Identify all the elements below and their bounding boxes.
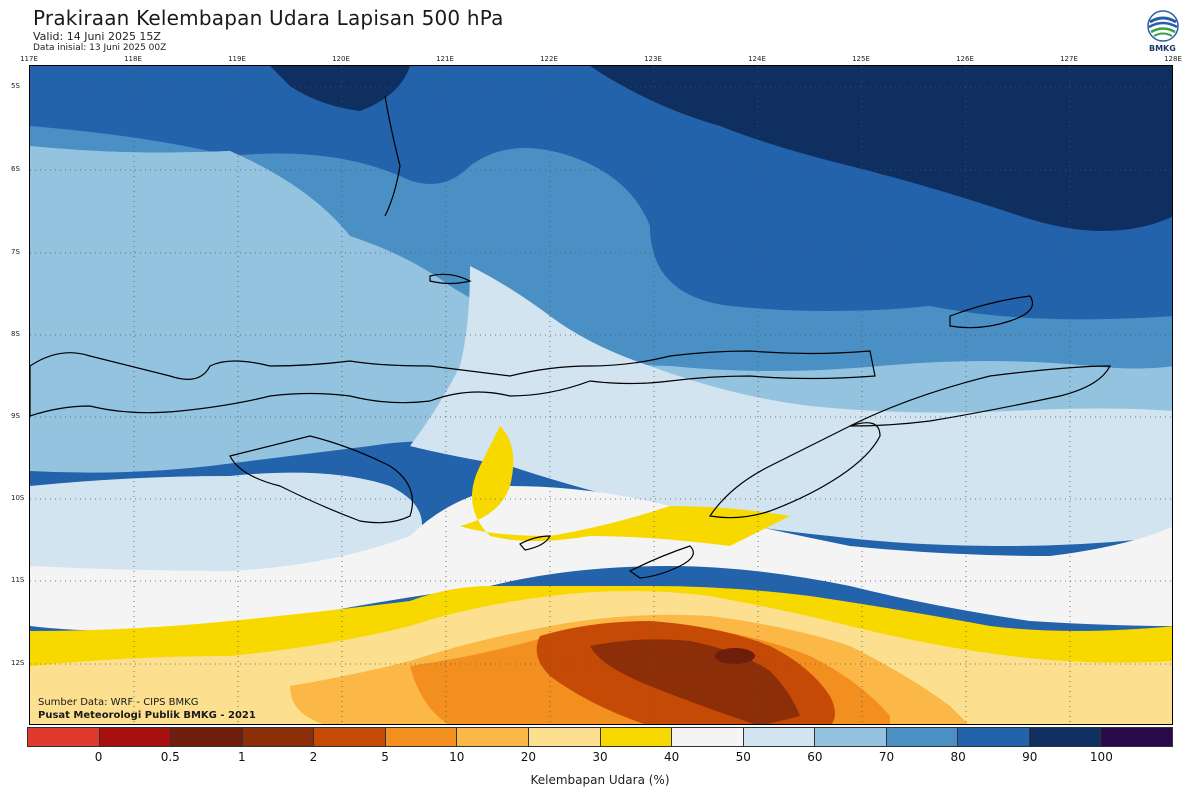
colorbar-segment bbox=[672, 728, 744, 746]
band-pale-blue-w bbox=[30, 472, 422, 574]
coast-australia-reef bbox=[849, 365, 1111, 427]
colorbar-tick: 1 bbox=[238, 750, 246, 764]
band-pale-blue bbox=[410, 266, 1172, 546]
spot-yellow-n bbox=[460, 426, 790, 546]
colorbar-tick: 10 bbox=[449, 750, 465, 764]
colorbar-segment bbox=[28, 728, 100, 746]
lon-label: 119E bbox=[228, 55, 246, 63]
colorbar-segment bbox=[171, 728, 243, 746]
colorbar-segment bbox=[886, 728, 959, 746]
band-light-blue-nw bbox=[30, 146, 266, 238]
coastlines bbox=[30, 95, 1111, 579]
lon-label: 127E bbox=[1060, 55, 1078, 63]
coast-rote bbox=[628, 545, 694, 579]
colorbar-tick: 60 bbox=[807, 750, 823, 764]
lon-label: 121E bbox=[436, 55, 454, 63]
lat-label: 12S bbox=[11, 659, 25, 667]
lon-label: 122E bbox=[540, 55, 558, 63]
lon-label: 120E bbox=[332, 55, 350, 63]
band-navy-n bbox=[270, 66, 410, 111]
colorbar-label: Kelembapan Udara (%) bbox=[530, 773, 670, 787]
data-source: Sumber Data: WRF - CIPS BMKG bbox=[38, 697, 199, 708]
coast-wetar bbox=[949, 295, 1034, 329]
coast-sunda-islands bbox=[30, 350, 876, 417]
init-time: Data inisial: 13 Juni 2025 00Z bbox=[33, 43, 167, 53]
colorbar-segment bbox=[528, 728, 601, 746]
coast-sulawesi bbox=[384, 95, 401, 217]
coast-sumba bbox=[229, 435, 414, 524]
colorbar-segment bbox=[1101, 728, 1172, 746]
lon-label: 118E bbox=[124, 55, 142, 63]
lon-label: 124E bbox=[748, 55, 766, 63]
colorbar-tick: 90 bbox=[1022, 750, 1038, 764]
colorbar-tick: 2 bbox=[309, 750, 318, 764]
colorbar-tick: 40 bbox=[663, 750, 680, 764]
lon-label: 123E bbox=[644, 55, 662, 63]
colorbar-tick: 70 bbox=[878, 750, 895, 764]
colorbar-tick: 0.5 bbox=[160, 750, 180, 764]
colorbar-segment bbox=[99, 728, 172, 746]
lon-label: 125E bbox=[852, 55, 870, 63]
lat-label: 9S bbox=[11, 412, 20, 420]
colorbar-tick: 5 bbox=[381, 750, 389, 764]
colorbar-tick: 0 bbox=[94, 750, 103, 764]
lat-label: 6S bbox=[11, 165, 20, 173]
colorbar-segment bbox=[457, 728, 529, 746]
colorbar-segment bbox=[1029, 728, 1102, 746]
lon-label: 128E bbox=[1164, 55, 1182, 63]
lat-label: 7S bbox=[11, 248, 20, 256]
band-navy-ne bbox=[590, 66, 1172, 231]
lat-label: 11S bbox=[11, 576, 25, 584]
coast-timor bbox=[708, 422, 881, 519]
map-title: Prakiraan Kelembapan Udara Lapisan 500 h… bbox=[33, 6, 504, 30]
colorbar bbox=[27, 727, 1173, 747]
valid-time: Valid: 14 Juni 2025 15Z bbox=[33, 30, 161, 43]
colorbar-segment bbox=[314, 728, 386, 746]
colorbar-segment bbox=[958, 728, 1030, 746]
colorbar-tick: 20 bbox=[520, 750, 537, 764]
humidity-map[interactable] bbox=[29, 65, 1173, 725]
organization: Pusat Meteorologi Publik BMKG - 2021 bbox=[38, 710, 256, 721]
core-dark-brown bbox=[715, 648, 755, 664]
colorbar-tick: 100 bbox=[1089, 750, 1113, 764]
colorbar-tick: 80 bbox=[950, 750, 966, 764]
lon-label: 126E bbox=[956, 55, 974, 63]
colorbar-segment bbox=[242, 728, 315, 746]
coast-small-island bbox=[429, 273, 472, 285]
lat-label: 8S bbox=[11, 330, 20, 338]
colorbar-tick: 30 bbox=[592, 750, 608, 764]
bmkg-logo-icon bbox=[1147, 10, 1179, 42]
logo-text: BMKG bbox=[1149, 44, 1176, 53]
colorbar-tick: 50 bbox=[735, 750, 751, 764]
colorbar-segment bbox=[385, 728, 458, 746]
colorbar-segment bbox=[743, 728, 816, 746]
lon-label: 117E bbox=[20, 55, 38, 63]
colorbar-segment bbox=[815, 728, 887, 746]
band-white bbox=[30, 486, 1172, 631]
colorbar-segment bbox=[600, 728, 673, 746]
lat-label: 5S bbox=[11, 82, 20, 90]
humidity-field bbox=[30, 66, 1172, 724]
lat-label: 10S bbox=[11, 494, 25, 502]
coast-sawu bbox=[519, 535, 551, 551]
